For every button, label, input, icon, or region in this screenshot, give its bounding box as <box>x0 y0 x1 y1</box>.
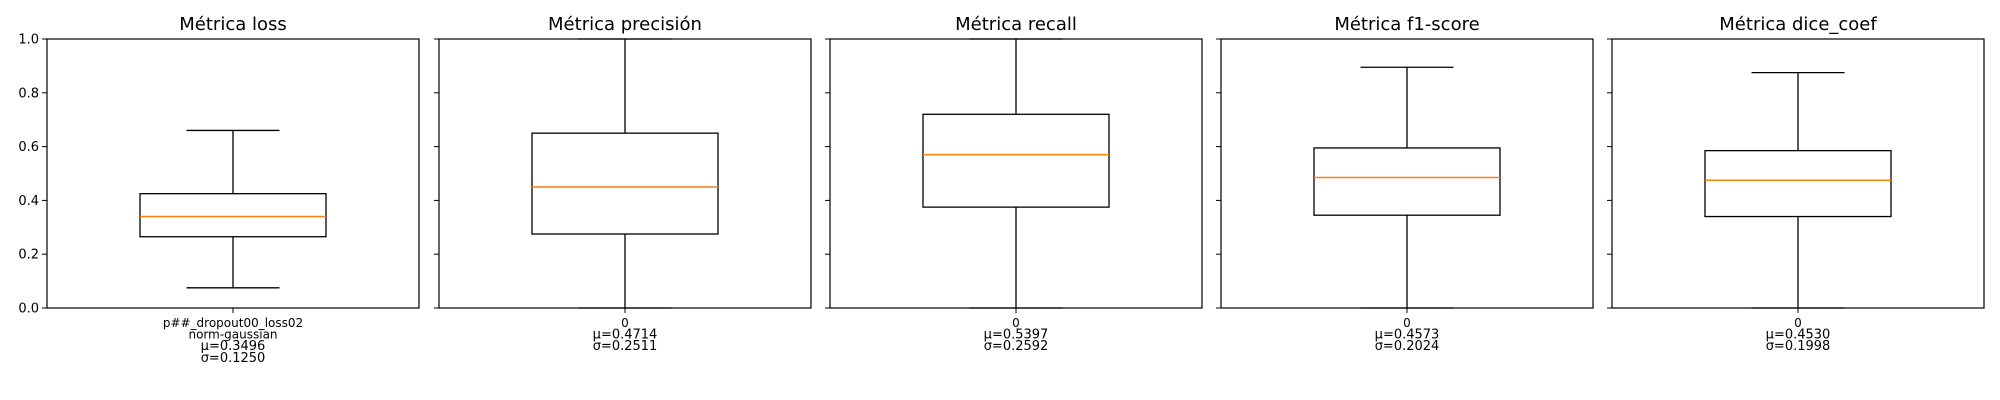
iqr-box <box>1313 147 1501 216</box>
stat-label: σ=0.1998 <box>1766 339 1831 354</box>
stat-label: σ=0.2592 <box>984 339 1049 354</box>
panel-title: Métrica loss <box>179 14 286 35</box>
panel-title: Métrica f1-score <box>1334 14 1479 35</box>
stat-label: σ=0.2024 <box>1375 339 1440 354</box>
y-tick-label: 0.8 <box>18 86 39 101</box>
y-tick-label: 0.0 <box>18 302 39 317</box>
panel-title: Métrica recall <box>955 14 1077 35</box>
stat-label: σ=0.1250 <box>201 351 266 366</box>
stat-label: σ=0.2511 <box>593 339 658 354</box>
stat-label: μ=0.4573 <box>1375 328 1440 343</box>
stat-label: μ=0.4714 <box>593 328 658 343</box>
x-tick-label: 0 <box>1403 316 1411 330</box>
y-tick-label: 1.0 <box>18 33 39 48</box>
y-tick-label: 0.6 <box>18 140 39 155</box>
panel-title: Métrica precisión <box>548 14 702 35</box>
x-tick-label: 0 <box>1794 316 1802 330</box>
iqr-box <box>139 193 327 238</box>
y-tick-label: 0.4 <box>18 194 39 209</box>
x-tick-label: norm-gaussian <box>188 328 277 342</box>
x-tick-label: 0 <box>621 316 629 330</box>
y-tick-label: 0.2 <box>18 248 39 263</box>
stat-label: μ=0.4530 <box>1766 328 1831 343</box>
iqr-box <box>1704 149 1892 218</box>
stat-label: μ=0.5397 <box>984 328 1049 343</box>
x-tick-label: p##_dropout00_loss02 <box>163 316 303 330</box>
stat-label: μ=0.3496 <box>201 339 266 354</box>
iqr-box <box>531 132 719 235</box>
x-tick-label: 0 <box>1012 316 1020 330</box>
panel-1: Métrica loss 0.0 0.2 0.4 0.6 0.8 1.0 p##_dropou… <box>18 14 420 366</box>
iqr-box <box>922 113 1110 208</box>
panel-title: Métrica dice_coef <box>1719 14 1877 35</box>
